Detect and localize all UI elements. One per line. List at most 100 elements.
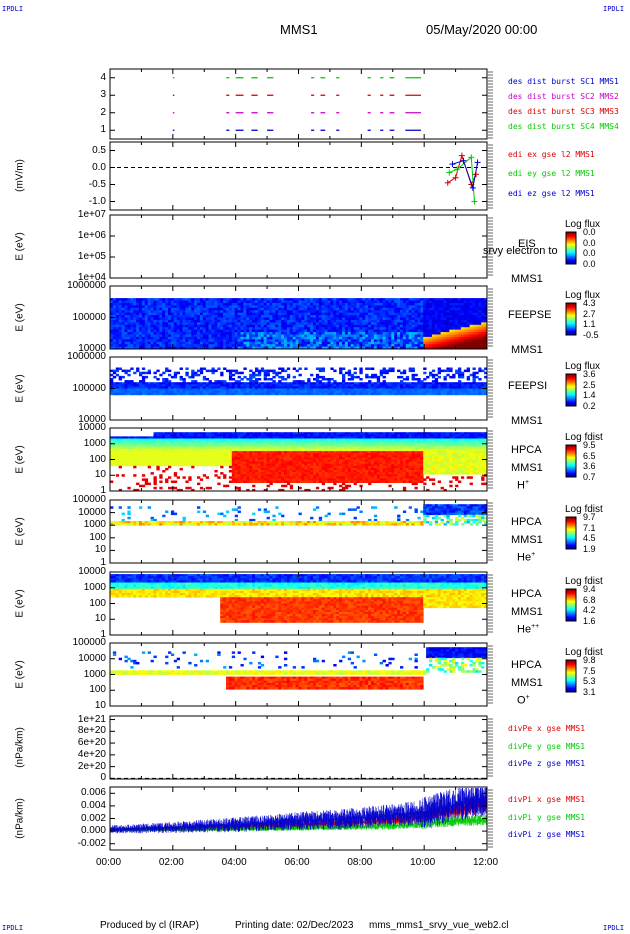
feepsi-cell [414,390,418,394]
feepse-colorbar [565,302,577,336]
hpca_h-cell [124,444,128,448]
feepsi-colorbar-cell [566,394,576,396]
feepse-cell [220,339,224,343]
hpca_h-cell [191,436,195,439]
feepse-cell [478,327,482,331]
eis-colorbar-cell [566,240,576,242]
feepse-cell [446,344,450,347]
feepsi-cell [182,378,186,381]
feepse-cell [226,298,230,301]
hpca_h-cell [205,486,209,490]
feepsi-cell [472,382,476,385]
feepse-cell [249,307,253,311]
feepse-cell [115,307,120,311]
feepse-cell [136,332,140,335]
feepse-cell [246,322,250,326]
feepsi-cell [336,386,340,389]
feepsi-cell [115,384,120,387]
feepse-cell [344,341,349,345]
feepse-cell [202,302,207,306]
feepsi-cell [124,392,128,396]
feepse-cell [353,322,357,326]
hpca_h-cell [182,476,186,479]
feepse-cell [124,336,128,340]
hpca_h-cell [165,451,169,454]
feepse-cell [260,298,265,301]
hpca_h-cell [165,457,169,460]
feepsi-cell [434,382,439,385]
feepse-cell [368,341,372,345]
feepse-cell [376,310,381,314]
feepse-cell [281,324,285,328]
feepse-cell [153,315,157,318]
feepse-cell [318,300,323,304]
feepse-cell [301,334,305,338]
feepsi-cell [307,378,311,381]
hpca_h-cell [173,440,178,444]
feepse-cell [298,302,302,306]
feepse-cell [327,322,331,326]
feepse-cell [173,319,178,323]
feepse-cell [449,312,453,316]
feepse-cell [159,312,163,316]
hpca_h-cell [217,461,221,465]
feepsi-cell [458,367,462,370]
feepse-cell [243,322,247,326]
feepsi-cell [347,371,352,375]
feepsi-cell [159,390,163,394]
feepse-cell [315,334,320,338]
feepse-cell [127,332,131,335]
feepse-cell [414,300,418,304]
feepse-cell [460,332,465,335]
feepse-cell [147,329,151,333]
feepse-cell [304,334,308,338]
feepse-cell [371,339,375,343]
feepse-cell [359,324,363,328]
feepse-cell [368,302,372,306]
feepse-cell [199,334,204,338]
feepse-cell [139,327,143,331]
feepsi-cell [376,375,381,379]
feepsi-cell [385,382,389,385]
hpca_h-cell [179,442,183,446]
feepse-cell [130,305,134,309]
feepsi-cell [159,388,163,391]
feepsi-cell [342,380,346,383]
hpca_h-cell [173,444,178,448]
feepsi-cell [136,384,140,387]
feepse-cell [458,302,462,306]
feepse-cell [423,329,427,333]
feepsi-colorbar-cell [566,400,576,402]
feepsi-cell [205,392,209,396]
feepse-cell [170,305,175,309]
feepse-cell [124,341,128,345]
hpca_h-cell [162,461,166,465]
feepse-cell [417,315,421,318]
feepse-cell [373,305,378,309]
feepse-cell [217,307,221,311]
feepsi-cell [281,367,285,370]
feepse-cell [205,310,209,314]
feepsi-cell [191,390,195,394]
eis-colorbar-cell [566,246,576,248]
feepse-cell [469,307,473,311]
feepse-cell [400,310,404,314]
feepse-cell [353,300,357,304]
feepse-cell [226,339,230,343]
feepse-cell [179,302,183,306]
hpca_h-cell [153,455,157,458]
feepsi-cell [388,382,392,385]
feepse-cell [356,298,360,301]
feepse-cell [226,327,230,331]
feepse-cell [115,339,120,343]
feepse-cell [443,317,447,321]
hpca_h-cell [130,449,134,452]
feepsi-cell [110,388,114,391]
feepse-cell [144,332,149,335]
feepse-cell [191,346,195,350]
feepse-cell [394,307,398,311]
feepsi-cell [179,390,183,394]
feepse-cell [463,302,468,306]
feepse-cell [220,310,224,314]
hpca_h-cell [168,436,172,439]
